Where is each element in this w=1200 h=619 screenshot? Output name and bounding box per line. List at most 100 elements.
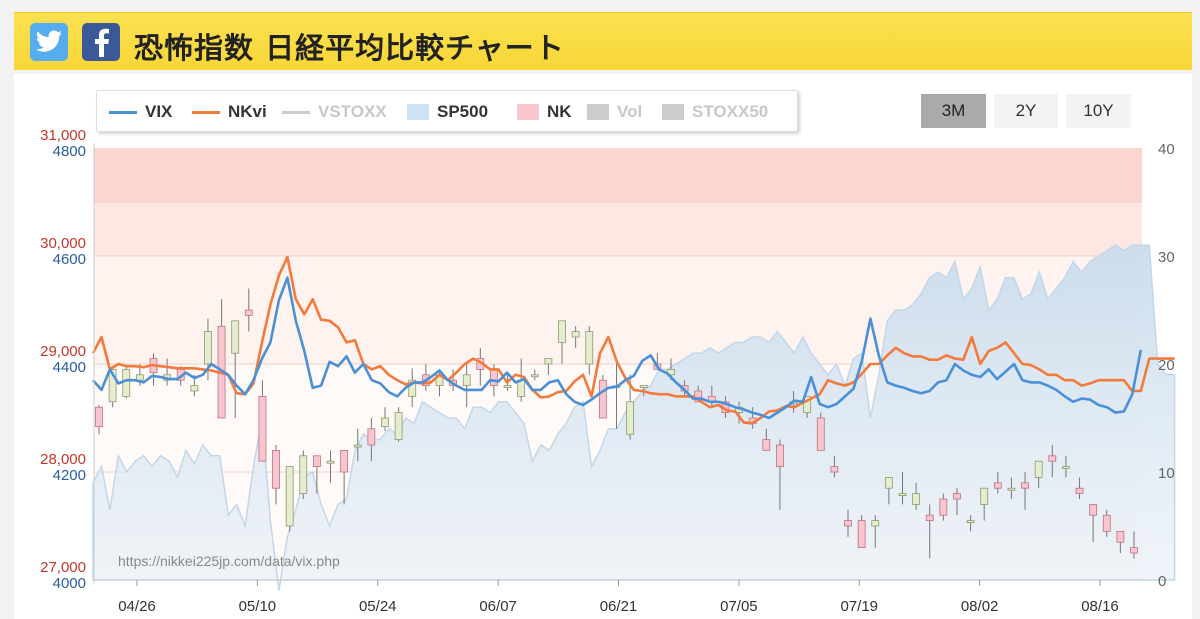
nk-candle xyxy=(830,455,839,478)
legend-label: STOXX50 xyxy=(692,102,769,121)
nk-candle-body xyxy=(857,520,866,548)
nk-candle xyxy=(598,374,607,419)
nk-candle xyxy=(912,482,921,510)
legend-item-nk[interactable]: NK xyxy=(517,102,572,122)
nk-candle-body xyxy=(285,466,294,527)
legend-swatch xyxy=(109,110,137,114)
nk-candle-body xyxy=(598,379,607,419)
twitter-share-button[interactable] xyxy=(30,23,68,61)
nk-candle xyxy=(299,450,308,499)
nk-candle-body xyxy=(1048,455,1057,462)
nk-candle-body xyxy=(912,493,921,505)
nk-candle-body xyxy=(830,466,839,473)
source-url-text: https://nikkei225jp.com/data/vix.php xyxy=(118,553,340,569)
sp500-tick-label: 4400 xyxy=(53,359,86,376)
facebook-f-icon xyxy=(95,28,109,57)
legend-item-stoxx50[interactable]: STOXX50 xyxy=(662,102,768,122)
legend-label: NKvi xyxy=(228,102,267,121)
nk-candle xyxy=(1089,503,1098,543)
nk-candle-body xyxy=(1075,487,1084,495)
nk-candle-body xyxy=(258,395,267,462)
nk-candle-body xyxy=(762,439,771,451)
nk-candle-body xyxy=(953,493,961,500)
range-10y-button[interactable]: 10Y xyxy=(1066,94,1131,128)
x-tick-label: 05/10 xyxy=(239,598,277,615)
nk-candle-body xyxy=(462,374,471,386)
nk-candle xyxy=(394,407,403,442)
legend-label: VSTOXX xyxy=(318,102,387,121)
nk-candle xyxy=(408,368,417,408)
nk-candle-body xyxy=(898,493,907,497)
nk-tick-label: 31,000 xyxy=(40,127,86,144)
nk-candle-body xyxy=(571,331,580,338)
legend-label: Vol xyxy=(617,102,643,121)
range-3m-button[interactable]: 3M xyxy=(921,94,986,128)
vix-tick-label: 20 xyxy=(1158,357,1175,374)
nk-candle xyxy=(367,418,376,462)
nk-candle-body xyxy=(1034,460,1043,478)
nk-candle-body xyxy=(1062,466,1070,470)
x-tick-label: 05/24 xyxy=(359,598,397,615)
nk-candle-body xyxy=(353,444,362,448)
nk-candle xyxy=(993,472,1002,494)
nk-candle-body xyxy=(326,460,335,464)
nk-tick-label: 28,000 xyxy=(40,451,86,468)
nk-candle-body xyxy=(408,379,417,397)
nk-candle-body xyxy=(585,331,594,365)
nk-candle xyxy=(558,320,566,364)
nk-candle-body xyxy=(530,374,539,378)
legend-item-vix[interactable]: VIX xyxy=(109,102,172,122)
nk-candle-body xyxy=(776,444,784,468)
nk-candle-body xyxy=(299,455,308,494)
nk-candle xyxy=(462,364,471,408)
legend-item-vol[interactable]: Vol xyxy=(587,102,642,122)
nk-candle xyxy=(1048,445,1057,478)
nk-candle xyxy=(95,405,103,435)
nk-candle-body xyxy=(816,417,825,451)
range-2y-button[interactable]: 2Y xyxy=(994,94,1058,128)
vix-tick-label: 10 xyxy=(1158,465,1175,482)
legend-swatch xyxy=(587,104,609,120)
vix-tick-label: 30 xyxy=(1158,249,1175,266)
nk-candle-body xyxy=(340,449,349,473)
nk-candle xyxy=(898,472,907,505)
nk-candle xyxy=(1075,477,1084,499)
nk-candle-body xyxy=(1007,487,1016,491)
vix-line xyxy=(92,276,1143,420)
nk-candle xyxy=(258,380,267,462)
nk-candle-body xyxy=(244,309,253,316)
nk-candle xyxy=(776,439,784,510)
chart-legend: VIX NKvi VSTOXX SP500 NK Vol STOXX50 xyxy=(96,90,798,132)
nk-candle xyxy=(953,488,961,516)
nk-tick-label: 29,000 xyxy=(40,343,86,360)
legend-swatch xyxy=(282,110,310,114)
x-tick-label: 08/16 xyxy=(1081,598,1119,615)
nk-candle-body xyxy=(1089,503,1098,516)
facebook-share-button[interactable] xyxy=(82,23,120,61)
risk-band xyxy=(94,148,1142,202)
sp500-tick-label: 4000 xyxy=(53,575,86,592)
x-tick-label: 07/05 xyxy=(720,598,758,615)
nk-candle-body xyxy=(558,320,566,343)
nk-candle-body xyxy=(95,406,103,428)
legend-item-sp500[interactable]: SP500 xyxy=(407,102,488,122)
nk-candle-body xyxy=(272,449,280,489)
nk-candle-body xyxy=(503,385,512,389)
nk-candle xyxy=(871,515,880,548)
nk-candle-body xyxy=(871,520,880,527)
x-tick-label: 04/26 xyxy=(118,598,156,615)
nk-candle-body xyxy=(1116,531,1125,543)
nk-candle xyxy=(231,320,240,418)
nk-candle-body xyxy=(312,455,321,467)
x-tick-label: 08/02 xyxy=(961,598,999,615)
nk-candle-body xyxy=(190,385,199,392)
legend-label: SP500 xyxy=(437,102,489,121)
nk-candle xyxy=(571,326,580,348)
x-tick-label: 07/19 xyxy=(840,598,878,615)
legend-swatch xyxy=(517,104,539,120)
legend-item-vstoxx[interactable]: VSTOXX xyxy=(282,102,387,122)
legend-item-nkvi[interactable]: NKvi xyxy=(192,102,267,122)
nk-candle xyxy=(381,407,389,431)
nk-candle-body xyxy=(980,487,989,505)
